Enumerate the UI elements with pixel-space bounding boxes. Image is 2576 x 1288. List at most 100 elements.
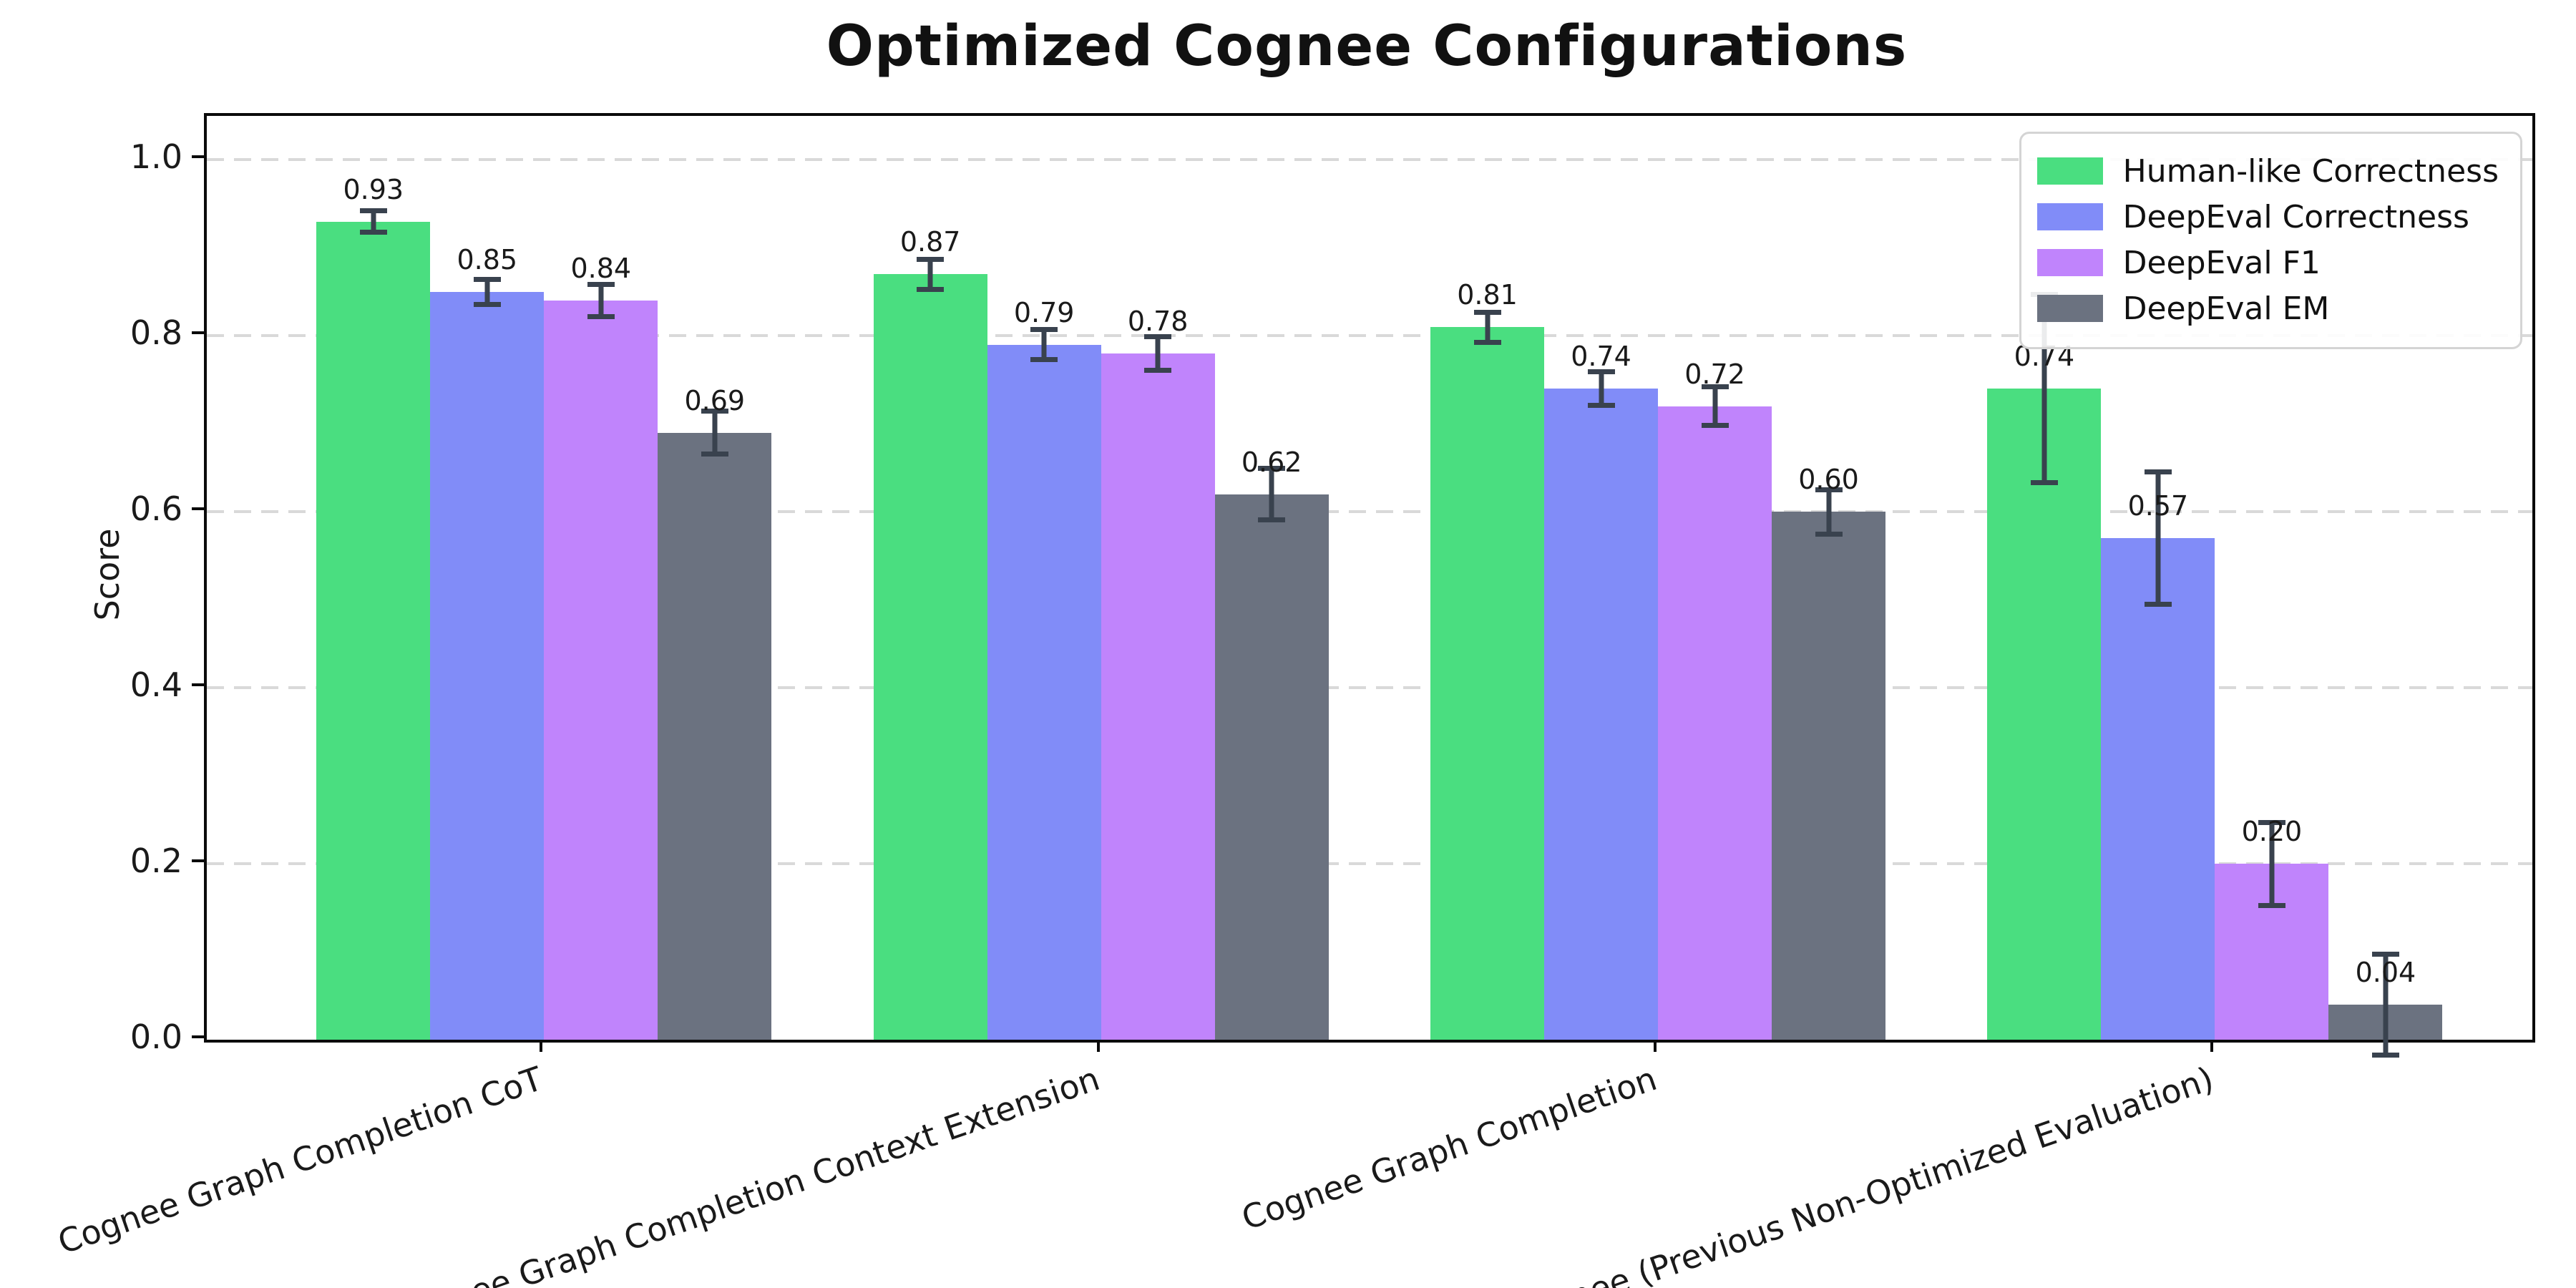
bar xyxy=(544,301,658,1040)
error-bar-stem xyxy=(1155,333,1161,374)
legend-swatch xyxy=(2036,295,2103,322)
error-bar-stem xyxy=(2041,291,2047,486)
error-bar-cap-bottom xyxy=(2144,602,2172,608)
error-bar-cap-bottom xyxy=(1587,403,1615,409)
error-bar xyxy=(917,256,945,292)
bar xyxy=(658,432,772,1040)
error-bar-stem xyxy=(927,256,933,292)
gridline xyxy=(207,334,2532,338)
bar xyxy=(873,274,987,1040)
legend-label: DeepEval F1 xyxy=(2122,244,2321,281)
error-bar xyxy=(359,208,387,235)
chart-title: Optimized Cognee Configurations xyxy=(826,14,1908,79)
y-axis-label: Score xyxy=(88,528,127,621)
bar xyxy=(1544,389,1658,1040)
y-tick-label: 0.2 xyxy=(130,841,182,881)
bar-value-label: 0.78 xyxy=(1127,305,1189,337)
error-bar-cap-top xyxy=(473,277,501,283)
error-bar-cap-bottom xyxy=(1473,339,1501,345)
error-bar-cap-bottom xyxy=(2258,902,2285,908)
y-tick-label: 0.4 xyxy=(130,665,182,705)
error-bar xyxy=(701,409,728,457)
bar-value-label: 0.20 xyxy=(2241,816,2303,848)
error-bar xyxy=(1587,369,1615,409)
error-bar-cap-top xyxy=(1144,333,1172,339)
error-bar-stem xyxy=(2155,469,2161,608)
error-bar xyxy=(1701,384,1729,429)
bar-value-label: 0.62 xyxy=(1241,446,1302,478)
error-bar xyxy=(2258,819,2285,908)
error-bar-cap-top xyxy=(2144,469,2172,475)
bar xyxy=(1214,494,1329,1040)
legend-item: Human-like Correctness xyxy=(2036,148,2499,194)
legend-item: DeepEval Correctness xyxy=(2036,194,2499,240)
error-bar-cap-bottom xyxy=(2030,480,2058,486)
error-bar xyxy=(1258,466,1286,523)
bar xyxy=(2101,538,2215,1040)
error-bar-stem xyxy=(2383,952,2389,1058)
y-tick-label: 1.0 xyxy=(130,137,182,177)
y-tick-mark xyxy=(192,507,204,511)
error-bar xyxy=(1815,487,1843,537)
legend-swatch xyxy=(2036,203,2103,230)
error-bar-cap-bottom xyxy=(1030,357,1058,363)
error-bar-cap-bottom xyxy=(1258,517,1286,523)
bar xyxy=(987,344,1101,1040)
legend-label: DeepEval EM xyxy=(2122,290,2330,327)
x-tick-mark xyxy=(1096,1040,1100,1052)
error-bar-cap-top xyxy=(1473,309,1501,315)
error-bar-cap-top xyxy=(701,409,728,414)
y-tick-label: 0.0 xyxy=(130,1018,182,1056)
error-bar-cap-top xyxy=(1587,369,1615,375)
legend: Human-like Correctness DeepEval Correctne… xyxy=(2019,132,2522,349)
legend-item: DeepEval F1 xyxy=(2036,240,2499,286)
error-bar-cap-top xyxy=(1815,487,1843,492)
error-bar-stem xyxy=(1485,309,1490,345)
error-bar-cap-bottom xyxy=(473,301,501,307)
error-bar-cap-top xyxy=(1030,327,1058,333)
error-bar-stem xyxy=(1269,466,1274,523)
x-tick-mark xyxy=(1654,1040,1657,1052)
y-tick-mark xyxy=(192,1035,204,1038)
error-bar xyxy=(587,282,615,320)
error-bar-stem xyxy=(371,208,376,235)
error-bar-cap-top xyxy=(1701,384,1729,390)
bar-value-label: 0.57 xyxy=(2127,490,2189,522)
error-bar xyxy=(1473,309,1501,345)
error-bar-cap-bottom xyxy=(1144,368,1172,374)
legend-item: DeepEval EM xyxy=(2036,286,2499,331)
error-bar-cap-top xyxy=(2258,819,2285,825)
y-tick-label: 0.8 xyxy=(130,313,182,353)
error-bar-cap-top xyxy=(1258,466,1286,472)
error-bar-stem xyxy=(1041,327,1047,363)
bar xyxy=(1987,389,2102,1040)
error-bar-cap-bottom xyxy=(917,286,945,292)
y-tick-mark xyxy=(192,859,204,863)
bar-value-label: 0.87 xyxy=(899,226,961,258)
bar-value-label: 0.60 xyxy=(1798,464,1859,496)
bar-value-label: 0.74 xyxy=(1571,341,1631,373)
error-bar-cap-bottom xyxy=(1701,423,1729,429)
x-tick-mark xyxy=(540,1040,543,1052)
error-bar-stem xyxy=(712,409,718,457)
error-bar-stem xyxy=(2269,819,2275,908)
gridline xyxy=(207,686,2532,690)
bar xyxy=(1772,512,1885,1040)
bar xyxy=(1101,353,1215,1040)
error-bar-cap-top xyxy=(359,208,387,214)
bar-value-label: 0.93 xyxy=(343,173,404,205)
legend-swatch xyxy=(2036,157,2103,185)
x-tick-mark xyxy=(2210,1040,2214,1052)
gridline xyxy=(207,510,2532,514)
error-bar xyxy=(473,277,501,307)
error-bar-cap-bottom xyxy=(587,314,615,320)
bar xyxy=(1658,406,1772,1040)
error-bar-cap-bottom xyxy=(2371,1052,2399,1058)
error-bar-cap-bottom xyxy=(1815,531,1843,537)
error-bar xyxy=(1144,333,1172,374)
bar-value-label: 0.84 xyxy=(570,253,632,285)
bar xyxy=(430,291,545,1040)
bar-value-label: 0.04 xyxy=(2355,956,2416,988)
y-tick-mark xyxy=(192,155,204,159)
